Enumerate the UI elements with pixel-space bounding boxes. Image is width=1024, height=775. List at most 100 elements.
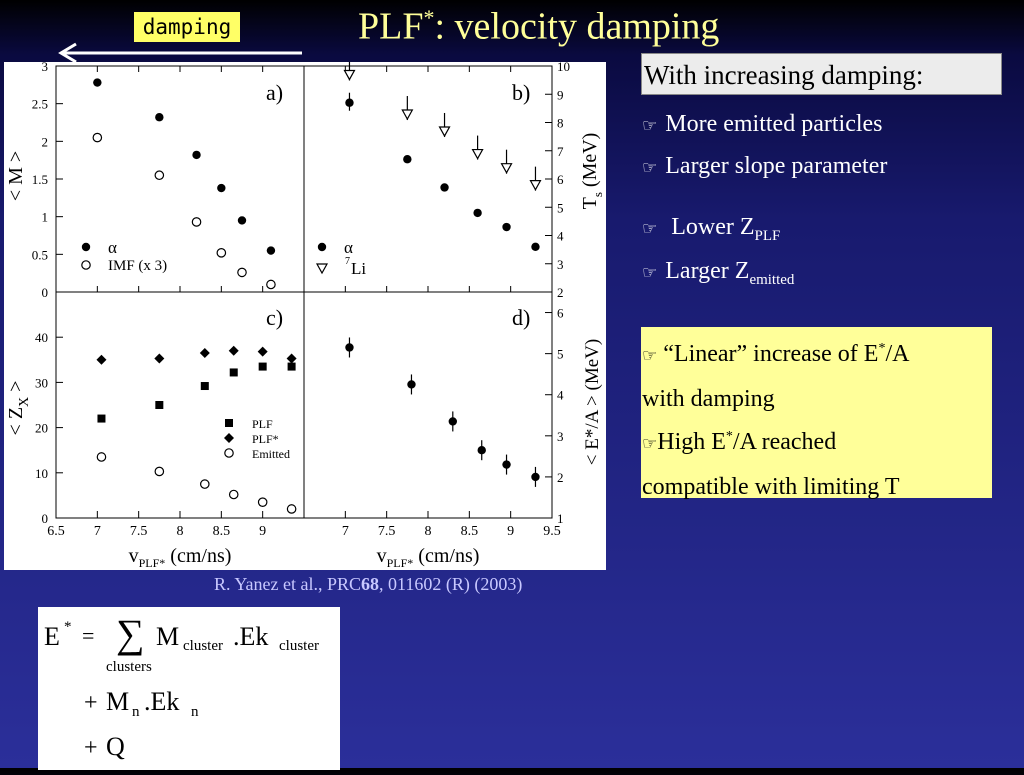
y-tick-label: 7 [557,144,564,159]
panel-label-b: b) [512,80,530,105]
bullet-larger-z: ☞ Larger Zemitted [642,258,794,289]
formula-E: E [44,622,60,651]
legend-label: Li [351,259,366,278]
legend-label: PLF* [252,432,279,446]
bullet-emitted-particles: ☞ More emitted particles [642,111,883,138]
data-point-a-s0 [237,216,247,225]
pointing-hand-icon: ☞ [642,434,658,454]
formula-plus-2: + [84,735,98,761]
sup: * [725,429,733,444]
y-tick-label: 0 [42,511,49,526]
citation-authors: R. Yanez et al., PRC [214,574,362,594]
data-point-c-s0 [97,414,106,423]
data-point-a-s1 [92,132,103,143]
data-point-b-s0 [440,183,449,192]
bullet-slope-parameter: ☞ Larger slope parameter [642,153,887,180]
data-point-b-s0 [502,222,511,232]
y-axis-label-c: < ZX > [5,381,32,436]
bullet-text: Larger Z [665,258,750,284]
damping-label: damping [134,12,240,42]
data-point-b-s0 [531,242,540,251]
bullet-text: More emitted particles [665,111,883,137]
title-rest: : velocity damping [434,5,720,48]
data-point-d-s0 [448,417,457,426]
y-tick-label: 3 [557,429,564,444]
y-tick-label: 1 [557,511,564,526]
panel-label-d: d) [512,305,530,330]
bullet-sub: emitted [749,271,795,288]
conclusion-box: ☞ “Linear” increase of E*/A with damping… [641,327,992,500]
formula-cluster-sub: cluster [183,638,223,654]
formula-svg: E * = ∑ M cluster .Ek cluster clusters +… [44,611,319,761]
y-tick-label: 4 [557,388,564,403]
data-point-c-s0 [229,368,238,377]
x-tick-label: 7 [94,524,101,539]
formula-sum-icon: ∑ [116,611,145,656]
data-point-c-s2 [200,479,210,489]
legend-marker [81,242,91,252]
x-tick-label: 7.5 [130,524,148,539]
data-point-a-s1 [237,267,247,278]
legend-label: PLF [252,417,273,431]
y-tick-label: 2 [557,470,564,485]
data-point-d-s0 [407,380,416,389]
data-point-a-s1 [154,170,165,181]
data-point-c-s1 [154,353,165,364]
data-point-c-s0 [200,382,209,391]
conclusion-line-3: ☞High E*/A reached [642,421,992,466]
figure-panel: a) b) c) d) 0 0.5 1 1.5 2 2.5 3 < M >2 3 4 5 6 7 8 9 10 Ts (… [4,56,606,570]
citation-rest: , 011602 (R) (2003) [379,574,523,594]
legend-label: α [344,238,353,257]
formula-M: M [156,622,179,651]
data-point-b-s1 [438,126,451,138]
bullet-text: Larger slope parameter [665,153,888,179]
data-point-a-s1 [191,217,202,227]
y-tick-label: 3 [42,62,49,74]
data-point-c-s1 [257,346,268,357]
pointing-hand-icon: ☞ [642,219,658,239]
data-point-b-s0 [403,155,412,164]
y-tick-label: 6 [557,172,564,187]
legend-marker [81,260,91,270]
data-point-b-s0 [345,98,354,107]
data-point-d-s0 [345,343,354,352]
pointing-hand-icon: ☞ [642,346,658,366]
x-tick-label: 9 [507,524,514,539]
legend-label-sup: 7 [345,256,350,267]
left-arrow-icon [58,42,302,64]
x-tick-label: 8 [425,524,432,539]
x-tick-label: 7.5 [378,524,396,539]
citation-volume: 68 [361,574,380,594]
y-tick-label: 20 [35,421,48,436]
data-point-c-s1 [286,353,297,364]
sup: * [878,341,886,356]
title-star: * [423,5,435,30]
y-tick-label: 5 [557,200,564,215]
text: High E [657,429,726,455]
text: /A [885,341,910,367]
data-point-d-s0 [477,446,486,455]
pointing-hand-icon: ☞ [642,116,658,136]
legend-marker [224,433,234,443]
formula-clusters: clusters [106,659,152,675]
damping-heading: With increasing damping: [641,53,1002,95]
formula-star: * [64,619,72,635]
y-tick-label: 0 [42,285,49,300]
data-point-c-s2 [257,497,268,507]
legend-label: IMF (x 3) [108,258,167,274]
y-tick-label: 4 [557,229,564,244]
data-point-a-s0 [217,183,226,193]
legend-marker [224,448,234,458]
y-tick-label: 1 [42,210,49,225]
x-tick-label: 6.5 [47,524,65,539]
y-axis-label-b: Ts (MeV) [579,133,605,210]
data-point-c-s1 [228,345,239,356]
y-tick-label: 40 [35,330,48,345]
panel-label-a: a) [266,80,283,105]
title-main: PLF [358,5,424,48]
legend-marker [317,242,327,252]
y-tick-label: 30 [35,375,48,390]
data-point-a-s0 [192,150,201,160]
data-point-c-s2 [154,466,165,477]
